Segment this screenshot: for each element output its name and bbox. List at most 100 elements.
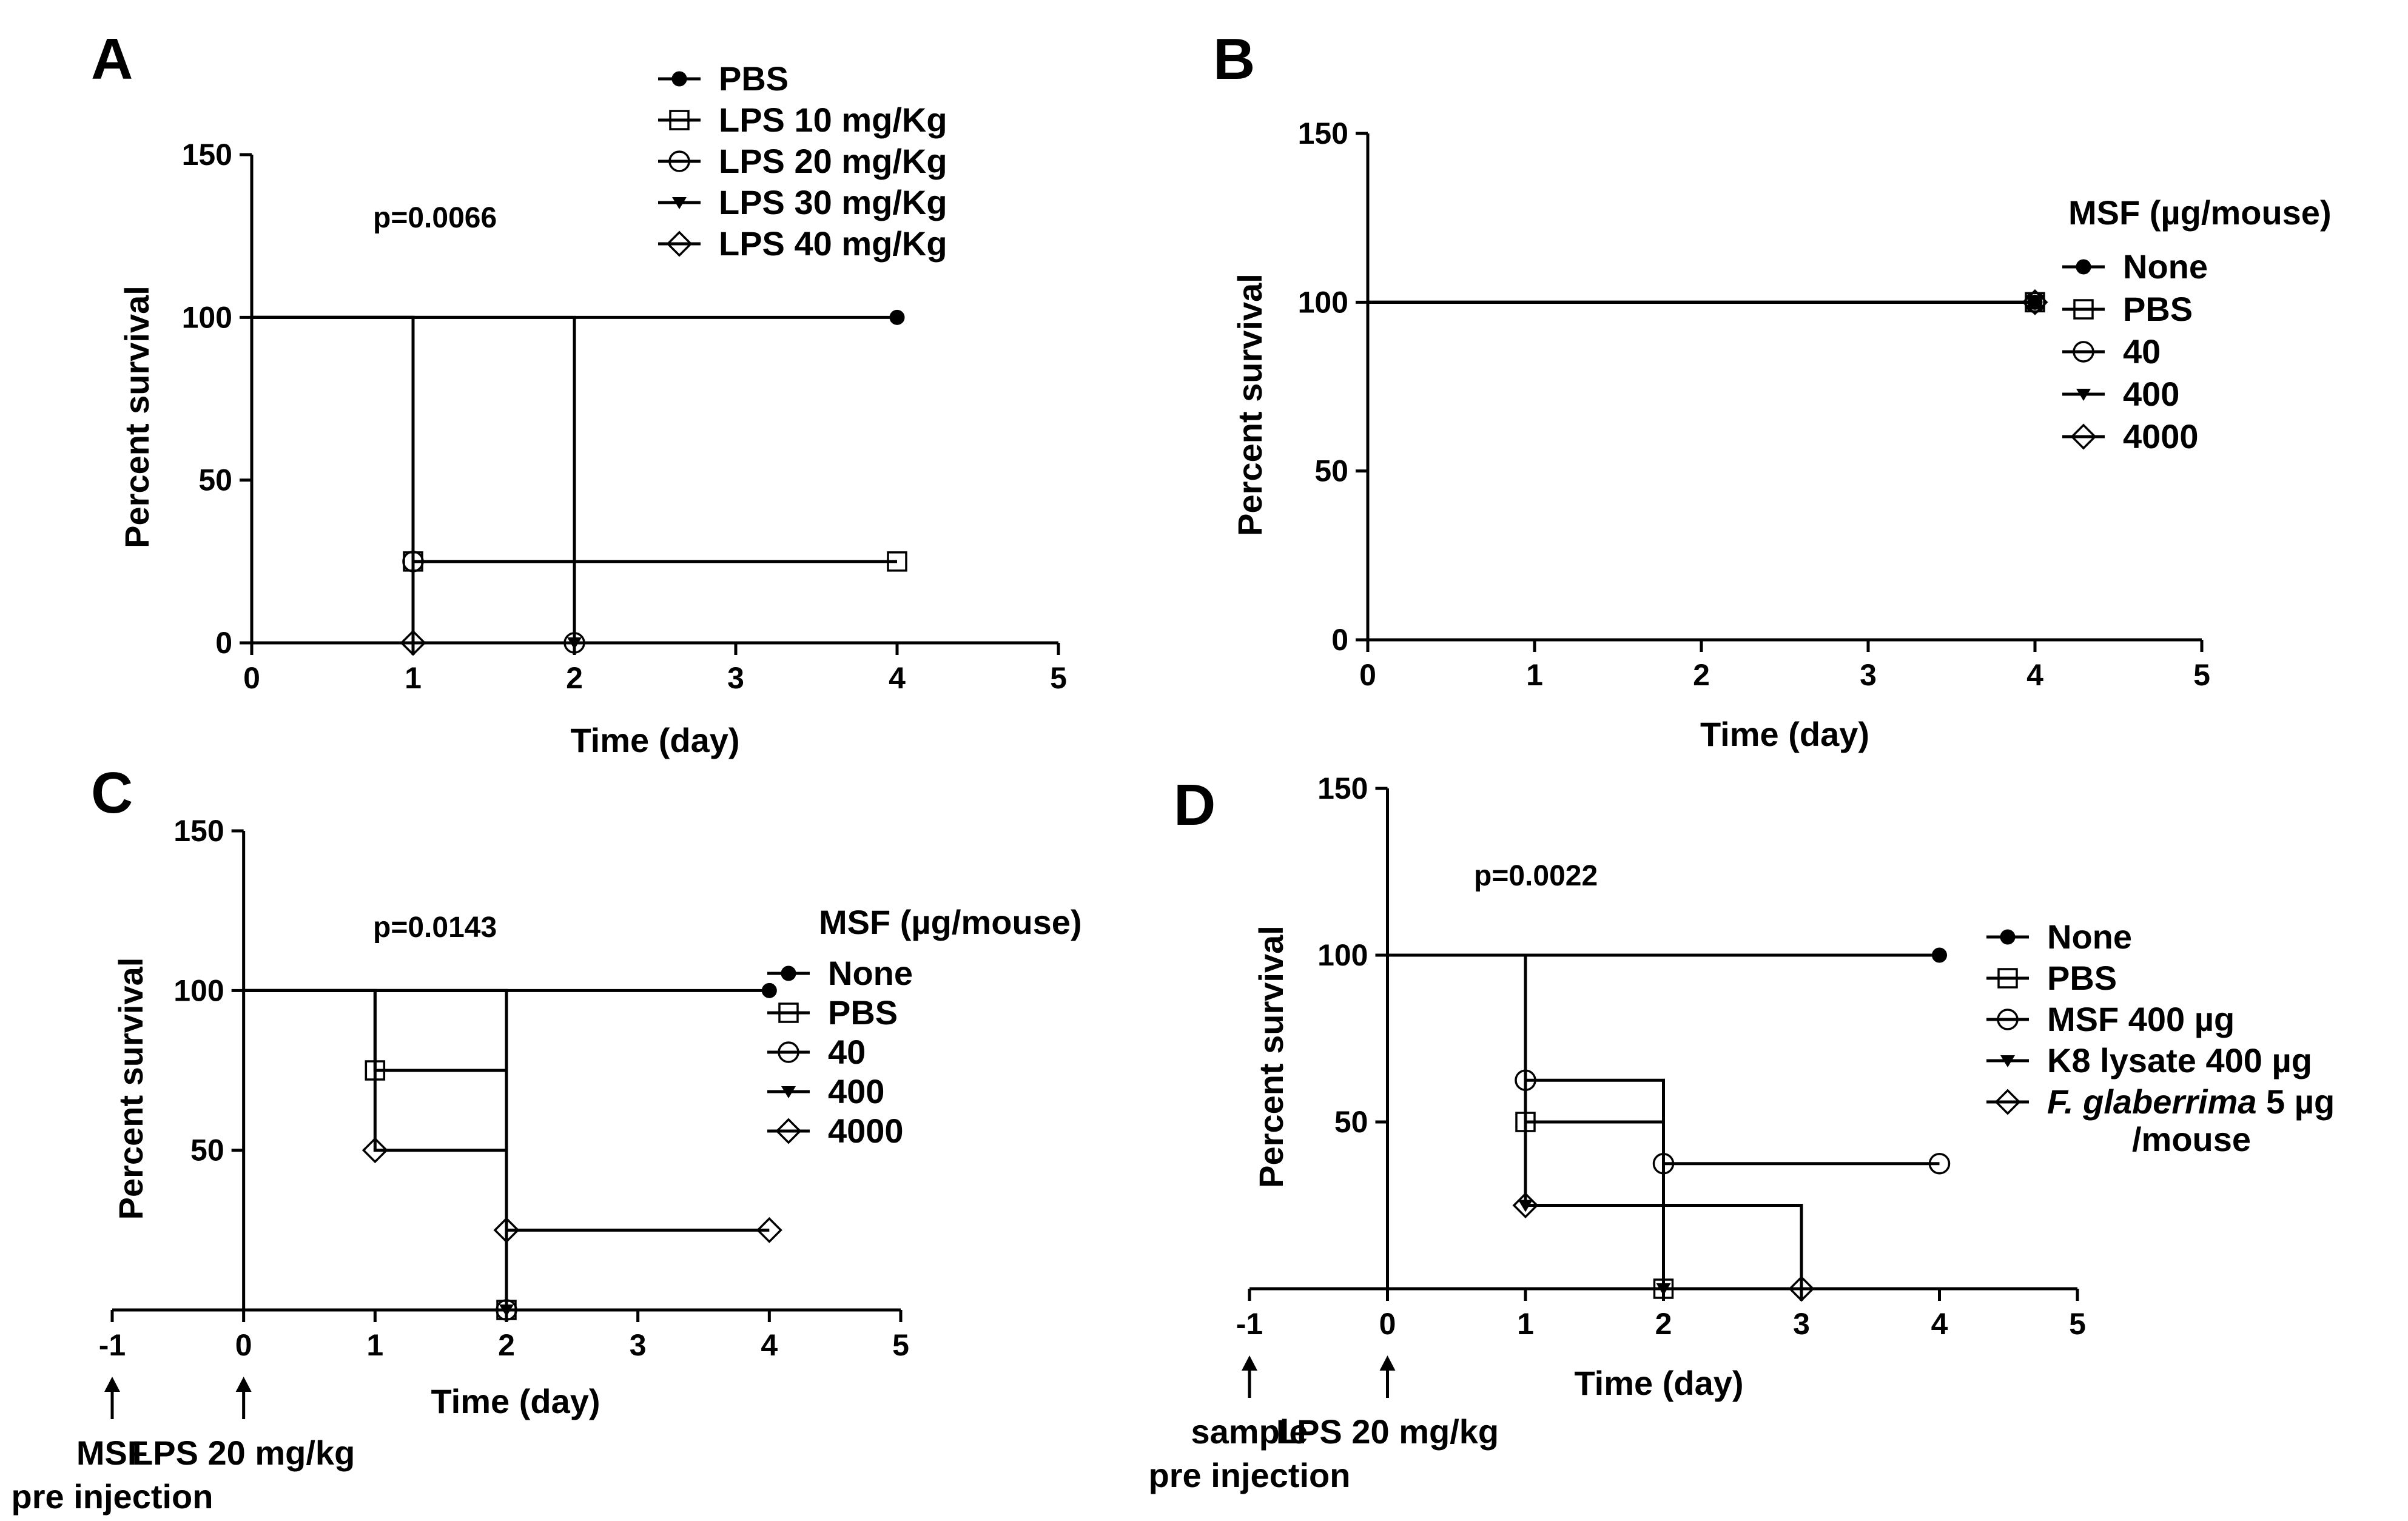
series-line <box>1387 953 1803 1289</box>
legend-item: LPS 10 mg/Kg <box>658 101 947 139</box>
arrow-label: LPS 20 mg/kg <box>132 1434 355 1472</box>
arrow-head <box>1242 1355 1257 1371</box>
arrow-head <box>235 1377 252 1392</box>
x-axis-label: Time (day) <box>570 721 739 759</box>
arrow-head <box>1379 1355 1396 1371</box>
arrow-label: MSF <box>76 1434 148 1472</box>
legend-item: PBS <box>767 993 898 1032</box>
data-point <box>2022 289 2048 315</box>
legend-label: None <box>828 954 913 992</box>
series-line <box>243 989 770 1232</box>
legend-marker <box>775 1118 802 1144</box>
x-tick-label: 3 <box>727 661 744 695</box>
legend-item: K8 lysate 400 µg <box>1986 1041 2312 1079</box>
legend-item: F. glaberrima 5 µg/mouse <box>1986 1083 2335 1158</box>
arrow-label: pre injection <box>1149 1456 1351 1494</box>
legend-marker <box>781 965 796 981</box>
data-point <box>756 1217 782 1243</box>
legend-item: 4000 <box>2062 417 2199 455</box>
p-value-annotation: p=0.0143 <box>373 912 497 944</box>
legend-marker <box>2000 929 2016 945</box>
x-tick-label: 1 <box>366 1328 383 1362</box>
legend-label: LPS 40 mg/Kg <box>719 224 947 263</box>
x-tick-label: 5 <box>1050 661 1067 695</box>
legend-marker <box>666 230 693 257</box>
y-tick-label: 50 <box>1314 454 1348 488</box>
y-tick-label: 150 <box>173 814 224 848</box>
legend-item: 40 <box>767 1033 866 1071</box>
legend-label: 400 <box>2123 375 2179 413</box>
x-tick-label: 4 <box>2026 658 2043 692</box>
series-4000 <box>1368 289 2048 315</box>
data-point <box>1932 947 1947 963</box>
legend-label: PBS <box>719 59 789 98</box>
legend-label: K8 lysate 400 µg <box>2047 1041 2312 1079</box>
data-point <box>493 1217 520 1243</box>
x-tick-label: 2 <box>498 1328 515 1362</box>
x-tick-label: 3 <box>1793 1307 1810 1341</box>
series-f-glaberrima-5-g <box>1387 953 1815 1302</box>
legend-item: 400 <box>2062 375 2179 413</box>
data-point <box>761 982 777 998</box>
legend-label: PBS <box>828 993 898 1032</box>
legend-label: LPS 10 mg/Kg <box>719 101 947 139</box>
arrow-head <box>104 1377 120 1392</box>
legend-label: PBS <box>2047 959 2117 997</box>
y-tick-label: 100 <box>1317 938 1368 972</box>
data-point <box>1788 1275 1815 1302</box>
chart-d: -1 0 1 2 3 4 5 50 100 150 Time (day) Percent surviv… <box>1149 771 2335 1494</box>
legend-marker <box>2073 341 2094 363</box>
y-tick-label: 0 <box>1331 623 1348 657</box>
legend-marker <box>2000 1055 2015 1067</box>
y-tick-label: 100 <box>182 300 232 334</box>
legend-label: LPS 20 mg/Kg <box>719 142 947 180</box>
data-point <box>1928 1153 1951 1175</box>
data-point <box>1652 1153 1675 1175</box>
p-value-annotation: p=0.0066 <box>373 202 497 234</box>
y-axis-label: Percent survival <box>112 958 150 1220</box>
legend-label-rest: 5 µg <box>2256 1083 2335 1121</box>
timeline-arrow: sample pre injection <box>1149 1355 1351 1494</box>
x-tick-label: 4 <box>1931 1307 1948 1341</box>
arrow-label: sample <box>1191 1412 1308 1451</box>
series-4000 <box>243 989 782 1243</box>
legend-label: 40 <box>828 1033 866 1071</box>
panel-c: C -1 0 1 2 3 4 5 50 100 150 Time (day) Percent surv… <box>12 760 1082 1516</box>
panel-letter-b: B <box>1213 27 1255 92</box>
legend-item: None <box>767 954 913 992</box>
legend-item: PBS <box>658 59 789 98</box>
y-axis-label: Percent survival <box>1231 274 1269 536</box>
y-tick-label: 50 <box>1334 1105 1368 1139</box>
x-tick-label: 5 <box>892 1328 909 1362</box>
legend-item: PBS <box>1986 959 2117 997</box>
y-tick-label: 150 <box>1298 116 1348 150</box>
legend-item: MSF 400 µg <box>1986 1000 2235 1038</box>
data-point <box>499 1304 514 1317</box>
legend-marker <box>2073 299 2094 320</box>
legend-marker <box>781 1086 796 1098</box>
x-axis-label: Time (day) <box>1700 715 1869 753</box>
legend-label: MSF 400 µg <box>2047 1000 2235 1038</box>
legend-marker <box>1997 1009 2019 1030</box>
x-tick-label: 0 <box>235 1328 252 1362</box>
panel-letter-c: C <box>91 760 133 825</box>
legend-item: 4000 <box>767 1112 904 1150</box>
legend-label: 400 <box>828 1072 884 1110</box>
y-axis-label: Percent survival <box>1252 925 1290 1188</box>
x-tick-label: 2 <box>1693 658 1710 692</box>
x-tick-label: 0 <box>243 661 260 695</box>
x-tick-label: 1 <box>1517 1307 1534 1341</box>
legend-item: LPS 20 mg/Kg <box>658 142 947 180</box>
x-tick-label: 1 <box>1526 658 1543 692</box>
x-tick-label: -1 <box>99 1328 126 1362</box>
legend-title: MSF (µg/mouse) <box>2068 193 2332 232</box>
legend-label: 40 <box>2123 332 2161 371</box>
legend-label: LPS 30 mg/Kg <box>719 183 947 221</box>
legend-title: MSF (µg/mouse) <box>819 903 1082 941</box>
legend-label-line2: /mouse <box>2132 1120 2251 1158</box>
